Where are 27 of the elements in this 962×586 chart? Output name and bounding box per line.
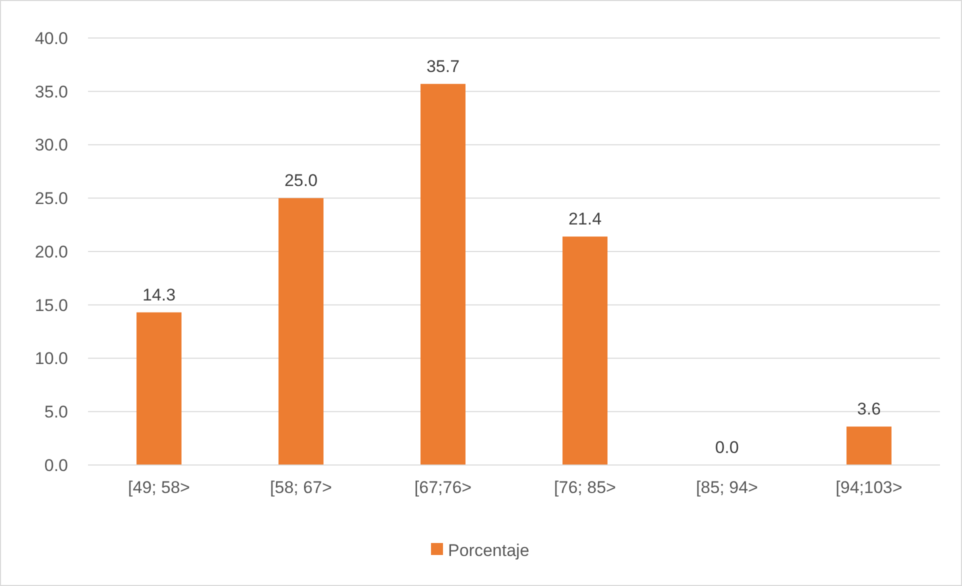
y-tick-label: 15.0 xyxy=(34,296,68,315)
y-tick-label: 0.0 xyxy=(44,456,68,475)
y-tick-label: 30.0 xyxy=(34,136,68,155)
data-label: 21.4 xyxy=(568,210,602,229)
bar xyxy=(846,426,892,465)
y-tick-label: 5.0 xyxy=(44,402,68,422)
y-tick-label: 25.0 xyxy=(34,189,68,208)
x-tick-label: [76; 85> xyxy=(554,478,616,497)
y-tick-label: 20.0 xyxy=(34,242,68,262)
data-label: 3.6 xyxy=(857,400,881,419)
y-tick-label: 35.0 xyxy=(34,82,68,102)
data-label: 35.7 xyxy=(426,56,460,76)
y-tick-label: 40.0 xyxy=(34,28,68,48)
y-tick-label: 10.0 xyxy=(34,349,68,368)
x-tick-label: [85; 94> xyxy=(696,478,758,497)
bar xyxy=(278,198,324,465)
x-tick-label: [49; 58> xyxy=(128,478,190,497)
bar xyxy=(562,236,608,465)
legend-label: Porcentaje xyxy=(448,540,530,560)
bar xyxy=(136,312,182,465)
data-label: 14.3 xyxy=(142,285,176,304)
x-tick-label: [58; 67> xyxy=(270,478,332,497)
x-tick-label: [67;76> xyxy=(414,478,472,497)
data-label: 25.0 xyxy=(284,171,318,190)
bar xyxy=(420,84,466,465)
data-label: 0.0 xyxy=(715,438,739,457)
x-tick-label: [94;103> xyxy=(836,478,902,497)
